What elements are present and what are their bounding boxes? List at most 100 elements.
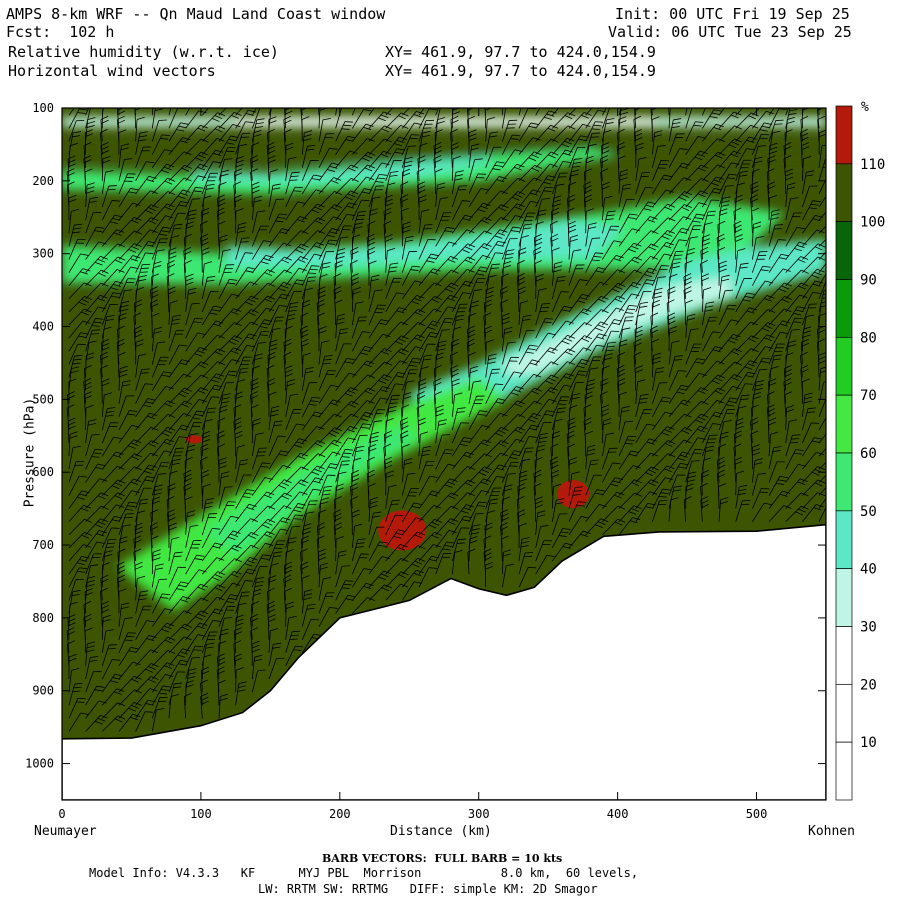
wind-barb	[99, 128, 108, 155]
wind-barb	[168, 122, 189, 142]
wind-barb	[166, 495, 175, 522]
wind-barb	[785, 182, 796, 208]
y-tick-label: 700	[32, 538, 54, 552]
wind-barb	[85, 255, 108, 273]
wind-barb	[718, 348, 742, 365]
wind-barb	[202, 334, 225, 352]
wind-barb	[284, 365, 293, 391]
wind-barb	[618, 169, 629, 194]
wind-barb	[285, 230, 309, 247]
wind-barb	[152, 426, 176, 444]
wind-barb	[268, 551, 283, 575]
wind-barb	[450, 128, 458, 155]
wind-barb	[118, 647, 139, 667]
wind-barb	[516, 495, 525, 522]
wind-barb	[201, 396, 220, 418]
wind-barb	[585, 108, 593, 116]
wind-barb	[518, 137, 541, 155]
wind-barb	[134, 299, 143, 326]
wind-barb	[435, 541, 455, 562]
wind-barb	[118, 395, 135, 417]
wind-barb	[684, 260, 693, 286]
wind-barb	[84, 588, 93, 614]
wind-barb	[433, 142, 442, 168]
wind-barb	[352, 164, 376, 182]
wind-barb	[166, 273, 175, 299]
wind-barb	[266, 128, 275, 155]
wind-barb	[618, 420, 634, 444]
wind-barb	[751, 168, 760, 194]
wind-barb	[652, 396, 671, 418]
wind-barb	[285, 108, 287, 116]
wind-barb	[702, 411, 723, 431]
wind-barb	[635, 423, 655, 444]
wind-barb	[768, 142, 778, 168]
wind-barb	[185, 317, 203, 339]
wind-barb	[85, 700, 107, 719]
wind-barb	[652, 217, 676, 234]
wind-barb	[168, 536, 180, 562]
wind-barb	[452, 280, 474, 300]
wind-barb	[335, 108, 338, 116]
wind-barb	[585, 208, 594, 234]
wind-barb	[800, 128, 809, 155]
wind-barb	[384, 194, 393, 221]
wind-barb	[468, 217, 492, 234]
wind-barb	[301, 174, 322, 195]
wind-barb	[185, 110, 207, 129]
wind-barb	[201, 261, 213, 286]
wind-barb	[301, 130, 313, 155]
wind-barb	[768, 224, 784, 247]
wind-barb	[535, 422, 552, 444]
wind-barb	[168, 177, 192, 195]
wind-barb	[668, 474, 686, 496]
wind-barb	[285, 302, 299, 326]
wind-barb	[568, 169, 579, 194]
wind-barb	[85, 404, 94, 430]
wind-barb	[368, 443, 377, 470]
wind-barb	[118, 187, 139, 208]
wind-barb	[551, 528, 571, 549]
wind-barb	[518, 537, 530, 562]
wind-barb	[518, 247, 527, 273]
wind-barb	[485, 263, 500, 286]
wind-barb	[218, 322, 242, 339]
wind-barb	[518, 108, 522, 116]
wind-barb	[752, 488, 770, 509]
wind-barb	[135, 487, 152, 509]
wind-barb	[601, 210, 616, 234]
wind-barb	[767, 181, 776, 208]
wind-barb	[668, 413, 692, 431]
wind-barb	[185, 151, 209, 169]
wind-barb	[368, 409, 386, 431]
wind-barb	[685, 247, 696, 273]
wind-barb	[99, 587, 108, 614]
wind-barb	[502, 191, 526, 208]
wind-barb	[116, 325, 125, 352]
wind-barb	[168, 636, 192, 654]
wind-barb	[351, 234, 361, 260]
y-tick-label: 100	[32, 101, 54, 115]
wind-barb	[351, 210, 367, 234]
wind-barb	[568, 293, 590, 313]
wind-barb	[185, 433, 199, 457]
wind-barb	[235, 667, 244, 693]
wind-barb	[333, 273, 342, 299]
wind-barb	[268, 628, 279, 653]
wind-barb	[301, 299, 311, 326]
wind-barb	[334, 260, 343, 286]
wind-barb	[368, 348, 392, 365]
wind-barb	[150, 509, 159, 535]
wind-barb	[318, 451, 341, 470]
wind-barb	[366, 456, 375, 483]
wind-barb	[367, 483, 376, 509]
wind-barb	[400, 181, 409, 208]
wind-barb	[402, 346, 424, 365]
wind-barb	[285, 409, 302, 431]
wind-barb	[484, 522, 493, 548]
wind-barb	[783, 377, 792, 404]
wind-barb	[818, 251, 826, 260]
wind-barb	[585, 356, 602, 378]
wind-barb	[735, 248, 746, 273]
wind-barb	[335, 565, 351, 588]
